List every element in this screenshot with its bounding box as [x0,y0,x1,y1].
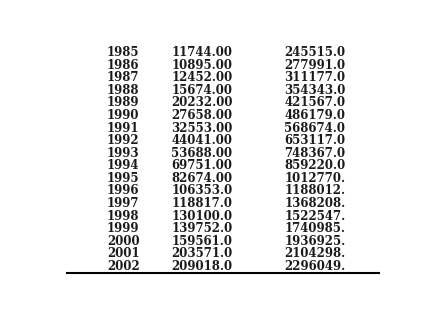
Text: 10895.00: 10895.00 [172,59,233,72]
Text: 277991.0: 277991.0 [284,59,345,72]
Text: 139752.0: 139752.0 [171,222,233,235]
Text: 859220.0: 859220.0 [284,159,345,172]
Text: 1995: 1995 [107,172,140,185]
Text: 1990: 1990 [107,109,140,122]
Text: 1012770.: 1012770. [284,172,345,185]
Text: 11744.00: 11744.00 [172,46,233,59]
Text: 1936925.: 1936925. [284,235,345,248]
Text: 1998: 1998 [107,209,140,223]
Text: 1996: 1996 [107,184,140,198]
Text: 118817.0: 118817.0 [172,197,233,210]
Text: 1993: 1993 [107,147,140,160]
Text: 2296049.: 2296049. [284,260,345,273]
Text: 2104298.: 2104298. [284,247,345,260]
Text: 27658.00: 27658.00 [172,109,233,122]
Text: 2000: 2000 [107,235,140,248]
Text: 1997: 1997 [107,197,140,210]
Text: 748367.0: 748367.0 [284,147,345,160]
Text: 12452.00: 12452.00 [171,71,233,84]
Text: 106353.0: 106353.0 [171,184,233,198]
Text: 1992: 1992 [107,134,140,147]
Text: 1522547.: 1522547. [284,209,345,223]
Text: 130100.0: 130100.0 [172,209,233,223]
Text: 2002: 2002 [107,260,140,273]
Text: 15674.00: 15674.00 [172,84,233,97]
Text: 1999: 1999 [107,222,140,235]
Text: 653117.0: 653117.0 [284,134,345,147]
Text: 209018.0: 209018.0 [172,260,233,273]
Text: 1188012.: 1188012. [284,184,345,198]
Text: 44041.00: 44041.00 [172,134,233,147]
Text: 311177.0: 311177.0 [284,71,345,84]
Text: 82674.00: 82674.00 [172,172,233,185]
Text: 1994: 1994 [107,159,140,172]
Text: 159561.0: 159561.0 [172,235,233,248]
Text: 245515.0: 245515.0 [284,46,345,59]
Text: 1368208.: 1368208. [284,197,345,210]
Text: 1988: 1988 [107,84,140,97]
Text: 203571.0: 203571.0 [171,247,233,260]
Text: 1986: 1986 [107,59,140,72]
Text: 568674.0: 568674.0 [284,122,345,135]
Text: 2001: 2001 [107,247,140,260]
Text: 421567.0: 421567.0 [284,96,345,110]
Text: 1740985.: 1740985. [284,222,345,235]
Text: 69751.00: 69751.00 [172,159,233,172]
Text: 354343.0: 354343.0 [284,84,345,97]
Text: 20232.00: 20232.00 [171,96,233,110]
Text: 1989: 1989 [107,96,140,110]
Text: 486179.0: 486179.0 [284,109,345,122]
Text: 53688.00: 53688.00 [172,147,233,160]
Text: 32553.00: 32553.00 [171,122,233,135]
Text: 1985: 1985 [107,46,140,59]
Text: 1991: 1991 [107,122,140,135]
Text: 1987: 1987 [107,71,140,84]
